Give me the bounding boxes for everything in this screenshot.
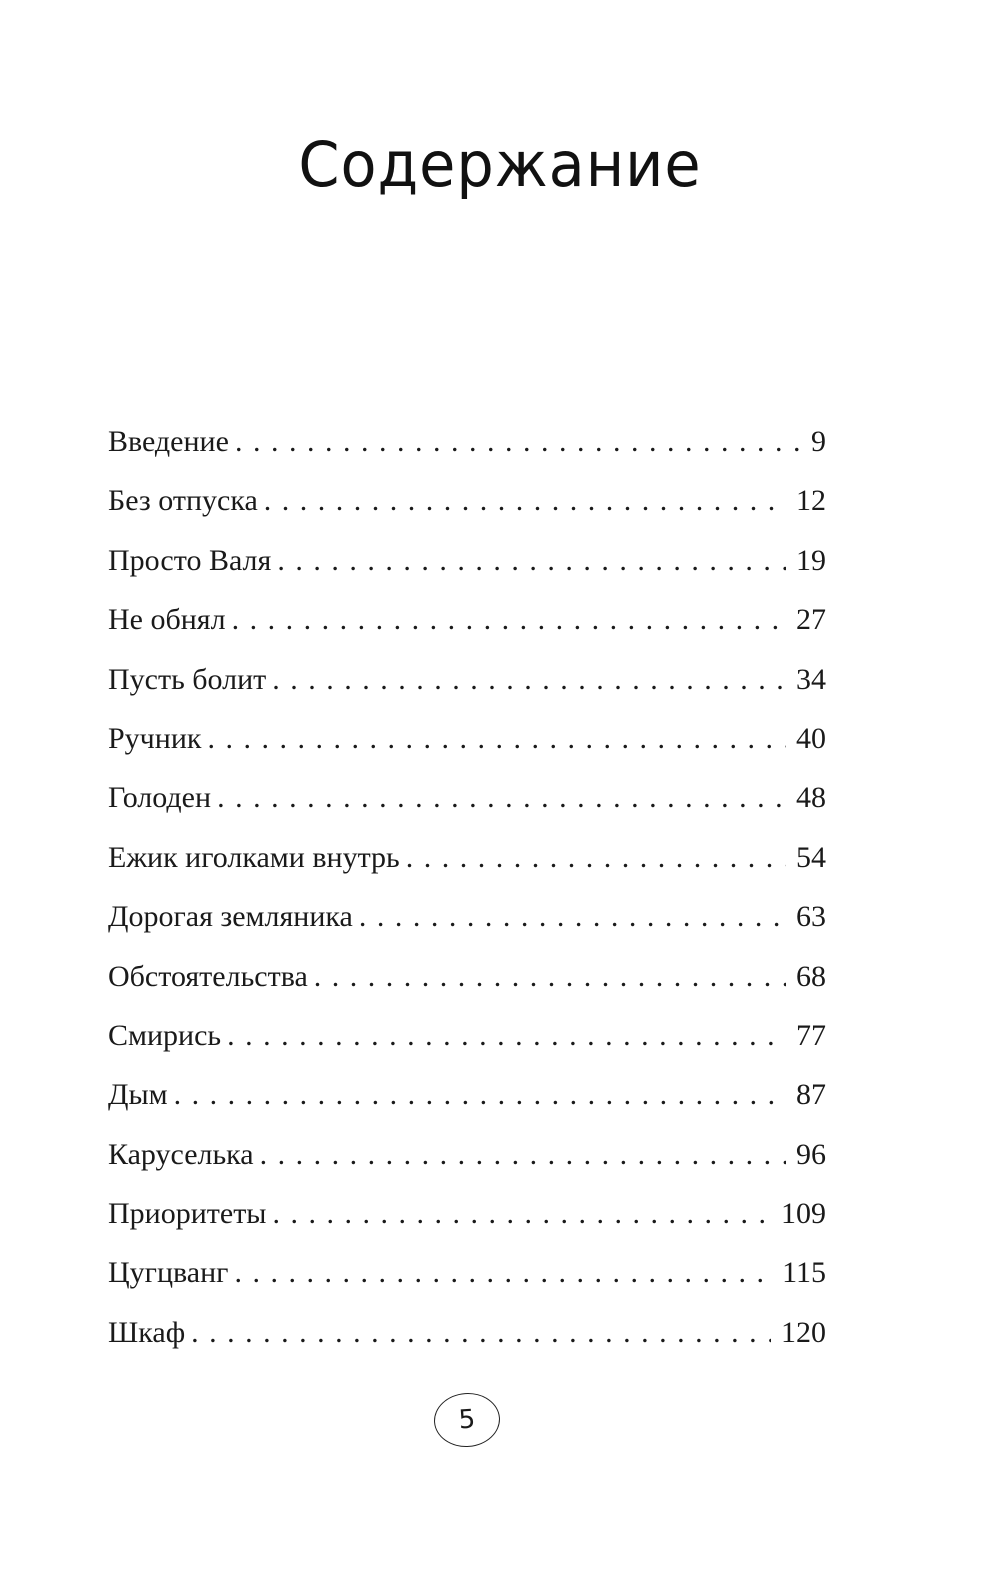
- toc-entry-title: Дорогая земляника: [108, 900, 353, 934]
- toc-entry-title: Без отпуска: [108, 484, 258, 518]
- toc-entry[interactable]: Ежик иголками внутрь 54: [108, 841, 826, 900]
- leader-dots: [235, 425, 801, 459]
- toc-entry[interactable]: Приоритеты 109: [108, 1197, 826, 1256]
- leader-dots: [191, 1316, 771, 1350]
- toc-entry-page: 96: [796, 1137, 826, 1171]
- toc-entry-title: Дым: [108, 1078, 168, 1112]
- toc-entry[interactable]: Голоден 48: [108, 781, 826, 840]
- toc-entry-page: 9: [811, 425, 826, 458]
- toc-entry-page: 34: [796, 662, 826, 696]
- toc-entry-page: 77: [796, 1018, 826, 1052]
- toc-entry[interactable]: Пусть болит 34: [108, 663, 826, 722]
- page-title: Содержание: [298, 128, 702, 201]
- toc-entry-title: Ручник: [108, 721, 202, 755]
- toc-entry-page: 68: [796, 959, 826, 993]
- toc-entry-page: 27: [796, 603, 826, 637]
- toc-entry[interactable]: Введение 9: [108, 425, 826, 484]
- leader-dots: [359, 900, 786, 934]
- toc-entry-title: Просто Валя: [108, 543, 272, 577]
- toc-entry-page: 120: [781, 1315, 826, 1349]
- toc-entry-title: Не обнял: [108, 603, 226, 637]
- toc-entry-title: Пусть болит: [108, 662, 267, 696]
- leader-dots: [272, 663, 786, 697]
- toc-entry[interactable]: Ручник 40: [108, 722, 826, 781]
- toc-entry[interactable]: Обстоятельства 68: [108, 960, 826, 1019]
- leader-dots: [277, 544, 786, 578]
- toc-entry-title: Введение: [108, 425, 229, 458]
- leader-dots: [272, 1197, 771, 1231]
- toc-entry-title: Шкаф: [108, 1315, 186, 1349]
- toc-entry[interactable]: Шкаф 120: [108, 1316, 826, 1375]
- toc-entry-title: Ежик иголками внутрь: [108, 840, 400, 874]
- toc-entry-title: Приоритеты: [108, 1197, 267, 1231]
- toc-entry[interactable]: Без отпуска 12: [108, 484, 826, 543]
- toc-entry-title: Каруселька: [108, 1137, 254, 1171]
- toc-entry-page: 48: [796, 781, 826, 815]
- leader-dots: [314, 960, 786, 994]
- toc-entry[interactable]: Смирись 77: [108, 1019, 826, 1078]
- toc-entry-page: 87: [796, 1078, 826, 1112]
- table-of-contents: Введение 9 Без отпуска 12 Просто Валя 19 Не об…: [108, 425, 826, 1375]
- toc-entry-page: 63: [796, 900, 826, 934]
- leader-dots: [264, 484, 786, 518]
- page-number: 5: [432, 1390, 502, 1450]
- leader-dots: [174, 1078, 786, 1112]
- toc-entry[interactable]: Не обнял 27: [108, 603, 826, 662]
- toc-entry[interactable]: Каруселька 96: [108, 1138, 826, 1197]
- toc-entry-page: 40: [796, 721, 826, 755]
- leader-dots: [217, 781, 786, 815]
- toc-entry[interactable]: Просто Валя 19: [108, 544, 826, 603]
- leader-dots: [260, 1138, 786, 1172]
- leader-dots: [232, 603, 786, 637]
- toc-entry-page: 54: [796, 840, 826, 874]
- leader-dots: [227, 1019, 786, 1053]
- toc-entry-title: Смирись: [108, 1018, 222, 1052]
- toc-entry-page: 19: [796, 543, 826, 577]
- toc-entry-title: Цугцванг: [108, 1256, 229, 1290]
- toc-entry-title: Обстоятельства: [108, 959, 308, 993]
- toc-entry[interactable]: Цугцванг 115: [108, 1256, 826, 1315]
- toc-entry-page: 12: [796, 484, 826, 518]
- toc-entry[interactable]: Дым 87: [108, 1078, 826, 1137]
- toc-entry-page: 109: [781, 1197, 826, 1231]
- leader-dots: [234, 1256, 772, 1290]
- leader-dots: [207, 722, 786, 756]
- toc-entry-title: Голоден: [108, 781, 212, 815]
- toc-entry[interactable]: Дорогая земляника 63: [108, 900, 826, 959]
- leader-dots: [406, 841, 786, 875]
- toc-entry-page: 115: [782, 1256, 826, 1290]
